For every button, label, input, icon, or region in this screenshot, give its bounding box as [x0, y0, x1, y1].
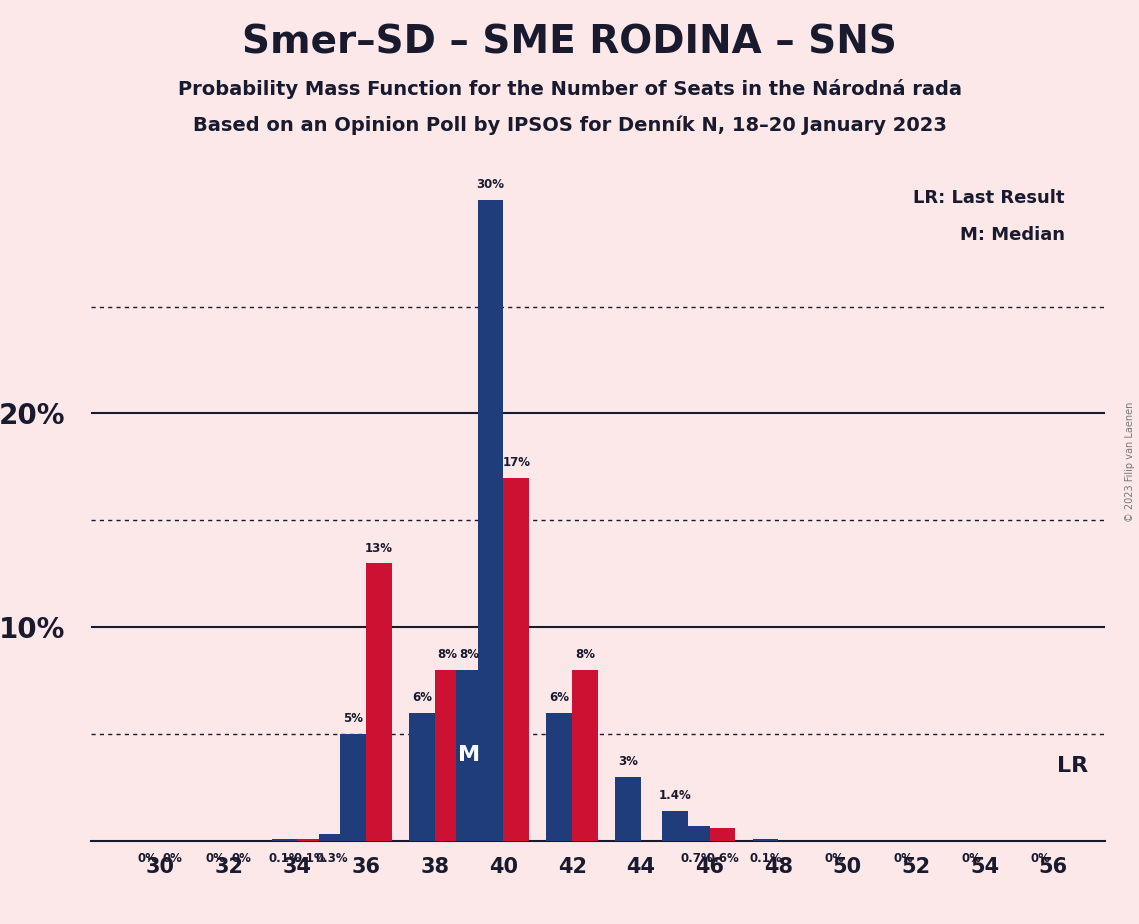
Text: 0%: 0%	[163, 852, 182, 865]
Bar	[547, 712, 572, 841]
Text: 6%: 6%	[412, 691, 432, 704]
Text: M: M	[458, 746, 481, 765]
Text: M: Median: M: Median	[960, 226, 1065, 244]
Text: LR: Last Result: LR: Last Result	[913, 189, 1065, 207]
Text: © 2023 Filip van Laenen: © 2023 Filip van Laenen	[1125, 402, 1134, 522]
Text: 0.1%: 0.1%	[749, 852, 781, 865]
Text: 8%: 8%	[575, 649, 595, 662]
Text: 0%: 0%	[1031, 852, 1050, 865]
Text: 0%: 0%	[137, 852, 157, 865]
Text: Based on an Opinion Poll by IPSOS for Denník N, 18–20 January 2023: Based on an Opinion Poll by IPSOS for De…	[192, 116, 947, 135]
Text: Probability Mass Function for the Number of Seats in the Národná rada: Probability Mass Function for the Number…	[178, 79, 961, 99]
Text: 5%: 5%	[343, 712, 363, 725]
Text: 17%: 17%	[502, 456, 531, 469]
Text: 8%: 8%	[459, 649, 480, 662]
Bar	[683, 826, 710, 841]
Text: 0%: 0%	[825, 852, 844, 865]
Text: 30%: 30%	[476, 178, 505, 191]
Text: 0.7%: 0.7%	[680, 852, 713, 865]
Text: 8%: 8%	[437, 649, 458, 662]
Bar	[753, 839, 778, 841]
Text: 6%: 6%	[549, 691, 570, 704]
Text: 0%: 0%	[961, 852, 982, 865]
Text: LR: LR	[1057, 756, 1088, 776]
Text: 13%: 13%	[364, 541, 393, 554]
Bar	[477, 200, 503, 841]
Text: 0.6%: 0.6%	[706, 852, 739, 865]
Text: 0%: 0%	[206, 852, 226, 865]
Bar	[615, 777, 641, 841]
Bar	[341, 734, 366, 841]
Bar	[572, 670, 598, 841]
Text: 0%: 0%	[231, 852, 252, 865]
Text: 1.4%: 1.4%	[659, 789, 691, 802]
Bar	[663, 811, 688, 841]
Text: 0.1%: 0.1%	[268, 852, 301, 865]
Bar	[435, 670, 460, 841]
Bar	[271, 839, 297, 841]
Bar	[297, 839, 323, 841]
Bar	[366, 563, 392, 841]
Bar	[503, 478, 530, 841]
Text: 3%: 3%	[618, 755, 638, 768]
Text: 0.1%: 0.1%	[294, 852, 327, 865]
Bar	[319, 834, 344, 841]
Text: Smer–SD – SME RODINA – SNS: Smer–SD – SME RODINA – SNS	[243, 23, 896, 61]
Text: 0%: 0%	[893, 852, 912, 865]
Text: 0.3%: 0.3%	[316, 852, 349, 865]
Bar	[409, 712, 435, 841]
Bar	[710, 828, 736, 841]
Bar	[457, 670, 482, 841]
